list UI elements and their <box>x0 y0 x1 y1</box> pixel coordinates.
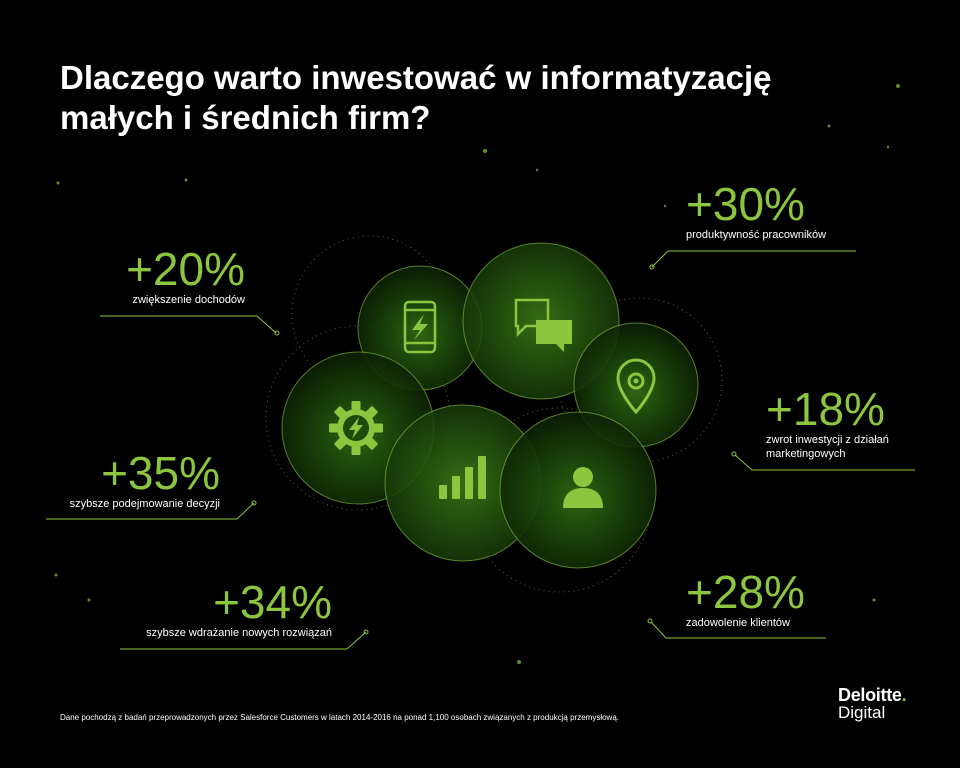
logo-dot: . <box>901 685 907 705</box>
logo-sub: Digital <box>838 703 886 722</box>
logo-brand-text: Deloitte <box>838 685 902 705</box>
stat-label-line-1: zwrot inwestycji z działań <box>766 434 889 446</box>
footnote: Dane pochodzą z badań przeprowadzonych p… <box>60 713 619 722</box>
title-line-1: Dlaczego warto inwestować w informatyzac… <box>60 59 772 96</box>
stat-label: zadowolenie klientów <box>686 617 790 629</box>
page-title: Dlaczego warto inwestować w informatyzac… <box>60 58 880 138</box>
gear-bolt-icon <box>329 401 383 455</box>
stat-roi: +18% zwrot inwestycji z działań marketin… <box>766 385 889 461</box>
stat-value: +30% <box>686 178 805 230</box>
stat-satisfaction: +28% zadowolenie klientów <box>686 568 805 630</box>
location-pin-icon <box>616 358 656 415</box>
stat-label: zwiększenie dochodów <box>132 294 245 306</box>
stat-productivity: +30% produktywność pracowników <box>686 180 826 242</box>
connector-lines <box>46 250 915 650</box>
users-icon <box>563 467 603 508</box>
connector-dots <box>251 264 737 635</box>
stat-value: +28% <box>686 566 805 618</box>
title-line-2: małych i średnich firm? <box>60 99 431 136</box>
stat-label: produktywność pracowników <box>686 229 827 241</box>
stat-label: szybsze podejmowanie decyzji <box>69 498 220 510</box>
deloitte-digital-logo: Deloitte. Digital <box>838 685 907 722</box>
logo-brand: Deloitte. <box>838 685 907 705</box>
stat-decisions: +35% szybsze podejmowanie decyzji <box>46 449 220 511</box>
stat-value: +20% <box>126 243 245 295</box>
bar-chart-icon <box>439 456 486 499</box>
circles <box>281 242 699 569</box>
speech-bubbles-icon <box>514 298 572 352</box>
background-stars <box>54 84 900 664</box>
stat-label: szybsze wdrażanie nowych rozwiązań <box>146 627 332 639</box>
smartphone-bolt-icon <box>403 300 437 354</box>
stat-label-line-2: marketingowych <box>766 448 846 460</box>
stat-value: +34% <box>213 576 332 628</box>
stat-value: +18% <box>766 383 885 435</box>
stat-revenue: +20% zwiększenie dochodów <box>100 245 245 307</box>
stat-value: +35% <box>101 447 220 499</box>
stat-deployment: +34% szybsze wdrażanie nowych rozwiązań <box>120 578 332 640</box>
